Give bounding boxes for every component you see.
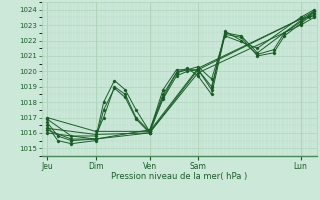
X-axis label: Pression niveau de la mer( hPa ): Pression niveau de la mer( hPa ) bbox=[111, 172, 247, 181]
